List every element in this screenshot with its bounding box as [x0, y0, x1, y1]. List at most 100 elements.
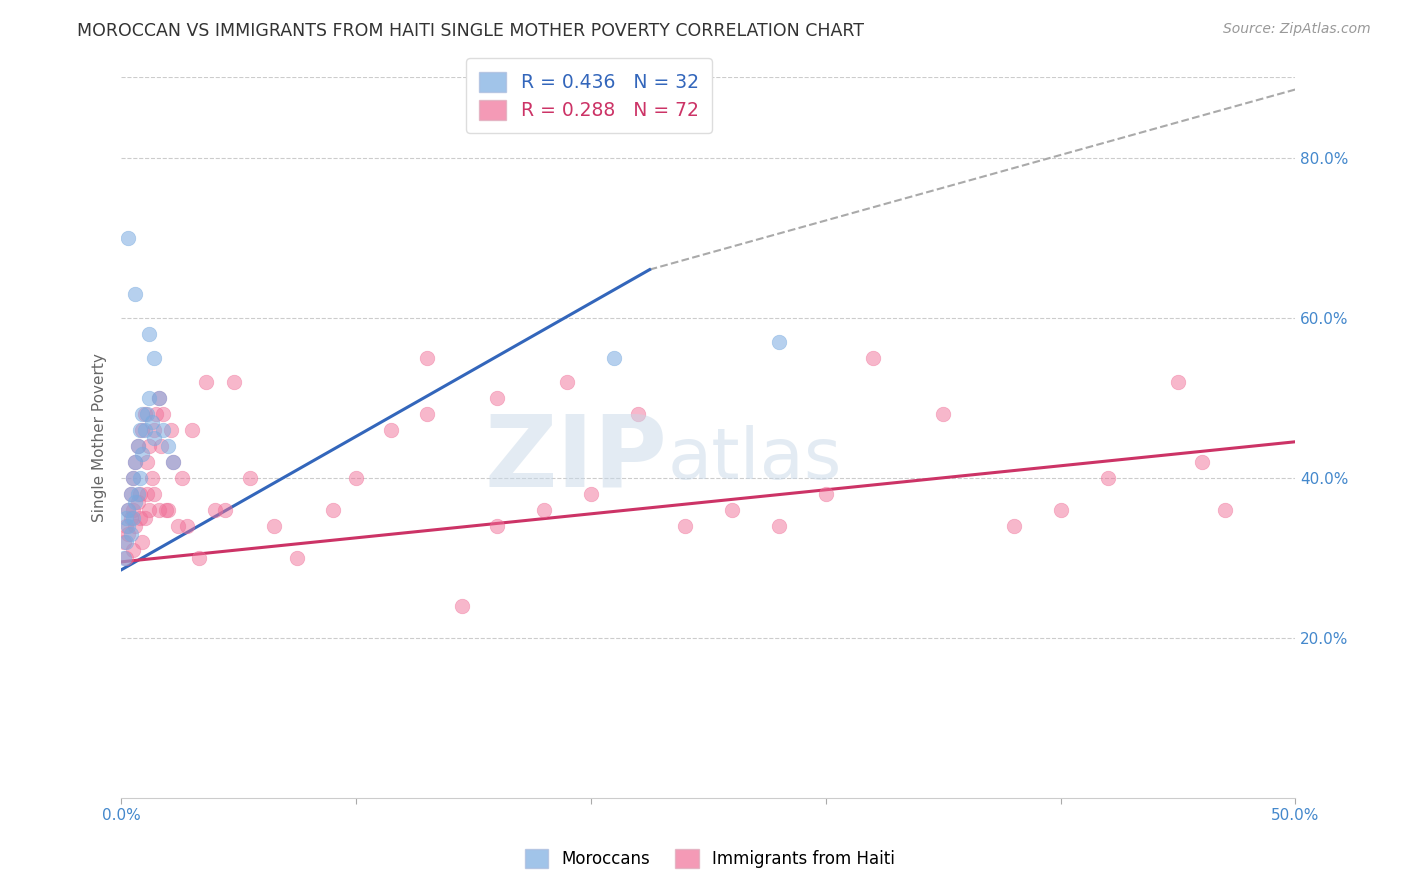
- Point: [122, 511, 145, 525]
- Point: [322, 503, 344, 517]
- Point: [143, 351, 166, 365]
- Point: [187, 550, 209, 565]
- Point: [136, 487, 159, 501]
- Point: [533, 503, 555, 517]
- Point: [124, 455, 146, 469]
- Point: [141, 415, 163, 429]
- Text: atlas: atlas: [668, 425, 842, 494]
- Point: [134, 423, 156, 437]
- Point: [155, 503, 177, 517]
- Text: MOROCCAN VS IMMIGRANTS FROM HAITI SINGLE MOTHER POVERTY CORRELATION CHART: MOROCCAN VS IMMIGRANTS FROM HAITI SINGLE…: [77, 22, 865, 40]
- Point: [344, 471, 367, 485]
- Point: [143, 487, 166, 501]
- Point: [120, 487, 142, 501]
- Point: [138, 503, 160, 517]
- Point: [122, 503, 145, 517]
- Text: ZIP: ZIP: [484, 411, 668, 508]
- Point: [166, 518, 188, 533]
- Point: [721, 503, 744, 517]
- Point: [131, 423, 153, 437]
- Point: [131, 407, 153, 421]
- Point: [263, 518, 285, 533]
- Point: [415, 407, 437, 421]
- Point: [120, 526, 142, 541]
- Point: [127, 495, 149, 509]
- Point: [124, 495, 146, 509]
- Point: [157, 439, 180, 453]
- Point: [115, 511, 138, 525]
- Point: [143, 431, 166, 445]
- Text: Source: ZipAtlas.com: Source: ZipAtlas.com: [1223, 22, 1371, 37]
- Point: [768, 518, 790, 533]
- Legend: Moroccans, Immigrants from Haiti: Moroccans, Immigrants from Haiti: [519, 843, 901, 875]
- Point: [115, 534, 138, 549]
- Point: [134, 511, 156, 525]
- Point: [136, 407, 159, 421]
- Point: [152, 407, 174, 421]
- Point: [143, 423, 166, 437]
- Point: [115, 518, 138, 533]
- Point: [1191, 455, 1213, 469]
- Point: [127, 439, 149, 453]
- Point: [1097, 471, 1119, 485]
- Point: [122, 471, 145, 485]
- Point: [136, 455, 159, 469]
- Point: [239, 471, 262, 485]
- Point: [579, 487, 602, 501]
- Point: [129, 471, 152, 485]
- Point: [450, 599, 472, 613]
- Point: [117, 503, 139, 517]
- Point: [131, 534, 153, 549]
- Point: [148, 391, 170, 405]
- Point: [138, 439, 160, 453]
- Point: [129, 487, 152, 501]
- Point: [148, 391, 170, 405]
- Point: [180, 423, 202, 437]
- Point: [1167, 375, 1189, 389]
- Point: [120, 511, 142, 525]
- Point: [159, 423, 181, 437]
- Point: [1213, 503, 1236, 517]
- Point: [138, 391, 160, 405]
- Point: [214, 503, 236, 517]
- Point: [117, 230, 139, 244]
- Point: [162, 455, 184, 469]
- Point: [152, 423, 174, 437]
- Point: [129, 511, 152, 525]
- Y-axis label: Single Mother Poverty: Single Mother Poverty: [93, 353, 107, 522]
- Point: [117, 503, 139, 517]
- Point: [673, 518, 696, 533]
- Point: [134, 407, 156, 421]
- Point: [204, 503, 226, 517]
- Point: [141, 471, 163, 485]
- Point: [127, 439, 149, 453]
- Point: [162, 455, 184, 469]
- Point: [172, 471, 194, 485]
- Point: [131, 447, 153, 461]
- Point: [932, 407, 955, 421]
- Point: [194, 375, 217, 389]
- Point: [603, 351, 626, 365]
- Point: [222, 375, 245, 389]
- Point: [285, 550, 308, 565]
- Point: [122, 542, 145, 557]
- Point: [176, 518, 198, 533]
- Point: [120, 487, 142, 501]
- Point: [112, 550, 135, 565]
- Point: [124, 286, 146, 301]
- Point: [627, 407, 650, 421]
- Point: [485, 391, 508, 405]
- Point: [148, 503, 170, 517]
- Point: [862, 351, 884, 365]
- Point: [117, 518, 139, 533]
- Point: [117, 526, 139, 541]
- Point: [112, 534, 135, 549]
- Legend: R = 0.436   N = 32, R = 0.288   N = 72: R = 0.436 N = 32, R = 0.288 N = 72: [467, 59, 711, 133]
- Point: [138, 326, 160, 341]
- Point: [1002, 518, 1025, 533]
- Point: [557, 375, 579, 389]
- Point: [127, 487, 149, 501]
- Point: [485, 518, 508, 533]
- Point: [124, 518, 146, 533]
- Point: [145, 407, 167, 421]
